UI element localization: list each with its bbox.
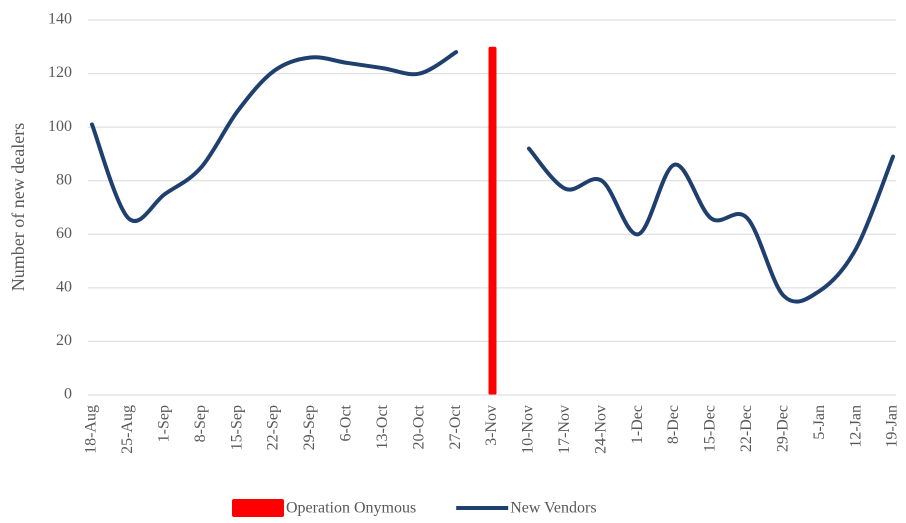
x-tick-label: 12-Jan — [847, 405, 864, 448]
x-tick-label: 29-Sep — [301, 405, 318, 450]
x-tick-label: 15-Sep — [228, 405, 245, 450]
x-tick-label: 3-Nov — [483, 405, 500, 446]
x-tick-label: 10-Nov — [520, 405, 537, 454]
x-tick-label: 15-Dec — [702, 405, 719, 452]
x-tick-label: 29-Dec — [774, 405, 791, 452]
x-tick-label: 1-Sep — [155, 405, 172, 442]
legend-label: New Vendors — [510, 500, 596, 517]
line — [90, 50, 895, 304]
x-tick-label: 25-Aug — [119, 405, 136, 454]
y-tick-label: 100 — [48, 118, 72, 135]
x-tick-label: 8-Sep — [192, 405, 209, 442]
x-tick-label: 22-Sep — [265, 405, 282, 450]
x-tick-label: 8-Dec — [665, 405, 682, 444]
x-tick-label: 5-Jan — [811, 405, 828, 440]
x-tick-label: 13-Oct — [374, 404, 391, 449]
bar — [488, 46, 497, 396]
x-tick-label: 20-Oct — [410, 404, 427, 449]
y-axis-title: Number of new dealers — [8, 123, 28, 291]
y-tick-label: 40 — [56, 279, 72, 296]
y-tick-label: 120 — [48, 64, 72, 81]
x-tick-label: 27-Oct — [447, 404, 464, 449]
x-tick-label: 24-Nov — [592, 405, 609, 454]
x-tick-label: 22-Dec — [738, 405, 755, 452]
x-tick-label: 1-Dec — [629, 405, 646, 444]
x-tick-label: 17-Nov — [556, 405, 573, 454]
y-tick-label: 140 — [48, 11, 72, 28]
y-tick-label: 20 — [56, 332, 72, 349]
y-tick-label: 80 — [56, 171, 72, 188]
y-tick-label: 0 — [64, 386, 72, 403]
legend-swatch — [232, 499, 284, 517]
x-tick-label: 19-Jan — [884, 405, 901, 448]
x-tick-label: 18-Aug — [83, 405, 100, 454]
y-tick-label: 60 — [56, 225, 72, 242]
legend-label: Operation Onymous — [286, 500, 416, 517]
x-tick-label: 6-Oct — [338, 404, 355, 441]
